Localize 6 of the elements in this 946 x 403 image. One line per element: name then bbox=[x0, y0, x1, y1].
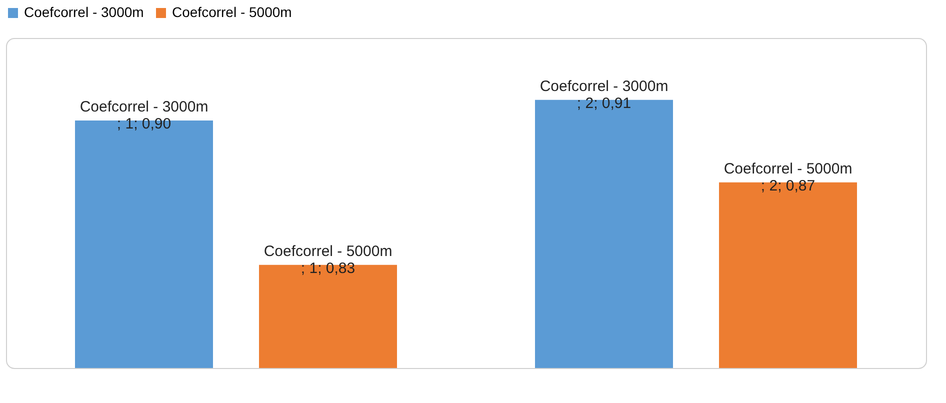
legend-label: Coefcorrel - 3000m bbox=[24, 4, 144, 20]
data-label: Coefcorrel - 3000m ; 2; 0,91 bbox=[540, 78, 668, 112]
data-label: Coefcorrel - 5000m ; 1; 0,83 bbox=[264, 242, 392, 277]
legend-label: Coefcorrel - 5000m bbox=[172, 4, 292, 20]
data-label: Coefcorrel - 5000m ; 2; 0,87 bbox=[724, 160, 852, 194]
data-label: Coefcorrel - 3000m ; 1; 0,90 bbox=[80, 98, 208, 132]
